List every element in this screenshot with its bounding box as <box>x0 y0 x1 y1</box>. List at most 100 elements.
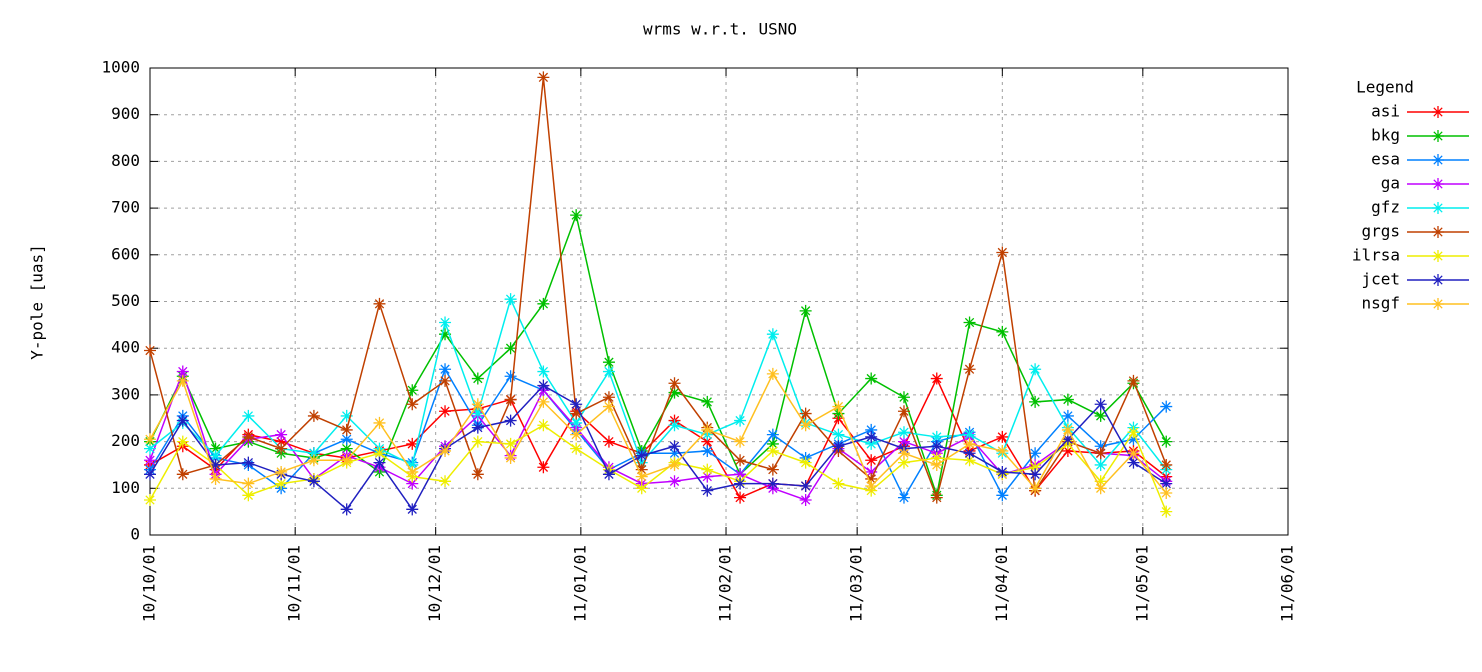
data-point <box>865 479 878 492</box>
data-point <box>242 456 255 469</box>
x-tick-label: 10/10/01 <box>140 545 159 622</box>
data-point <box>668 377 681 390</box>
data-point <box>897 456 910 469</box>
data-point <box>799 419 812 432</box>
data-point <box>504 393 517 406</box>
data-point <box>504 370 517 383</box>
y-tick-label: 300 <box>111 384 140 403</box>
data-point <box>668 447 681 460</box>
data-point <box>1094 482 1107 495</box>
data-point <box>799 456 812 469</box>
data-point <box>897 435 910 448</box>
data-point <box>897 491 910 504</box>
data-point <box>504 293 517 306</box>
data-point <box>766 444 779 457</box>
data-point <box>504 451 517 464</box>
series-line <box>149 296 1167 471</box>
data-point <box>766 477 779 490</box>
data-point <box>1127 426 1140 439</box>
data-point <box>340 409 353 422</box>
data-point <box>701 484 714 497</box>
data-point <box>1061 423 1074 436</box>
data-point <box>701 395 714 408</box>
data-point <box>930 440 943 453</box>
data-point <box>373 297 386 310</box>
series-line <box>149 376 1167 499</box>
data-point <box>1029 395 1042 408</box>
y-tick-label: 200 <box>111 431 140 450</box>
data-point <box>471 435 484 448</box>
data-point <box>176 374 189 387</box>
data-point <box>1094 475 1107 488</box>
data-point <box>275 428 288 441</box>
chart-title: wrms w.r.t. USNO <box>643 20 797 39</box>
data-point <box>570 209 583 222</box>
data-point <box>176 365 189 378</box>
y-tick-label: 800 <box>111 151 140 170</box>
data-point <box>471 468 484 481</box>
y-tick-label: 900 <box>111 104 140 123</box>
legend-marker <box>1432 202 1444 214</box>
data-point <box>635 470 648 483</box>
data-point <box>406 437 419 450</box>
series-line <box>149 212 1167 499</box>
data-point <box>1061 393 1074 406</box>
data-point <box>734 414 747 427</box>
data-point <box>1094 440 1107 453</box>
data-point <box>865 472 878 485</box>
data-point <box>373 447 386 460</box>
plot-border <box>149 67 1289 536</box>
data-point <box>865 454 878 467</box>
data-point <box>930 458 943 471</box>
data-point <box>602 400 615 413</box>
data-point <box>504 437 517 450</box>
data-point <box>307 447 320 460</box>
data-point <box>668 475 681 488</box>
data-point <box>537 461 550 474</box>
data-point <box>307 454 320 467</box>
data-point <box>537 297 550 310</box>
data-point <box>275 465 288 478</box>
data-point <box>1160 400 1173 413</box>
data-point <box>340 503 353 516</box>
data-point <box>602 468 615 481</box>
data-point <box>668 458 681 471</box>
data-point <box>406 384 419 397</box>
data-point <box>1127 447 1140 460</box>
data-point <box>865 465 878 478</box>
x-tick-label: 11/03/01 <box>847 545 866 622</box>
data-point <box>471 407 484 420</box>
data-point <box>1029 468 1042 481</box>
data-point <box>1160 477 1173 490</box>
data-point <box>176 468 189 481</box>
data-point <box>537 71 550 84</box>
data-point <box>439 475 452 488</box>
data-point <box>832 440 845 453</box>
data-point <box>799 479 812 492</box>
data-point <box>963 437 976 450</box>
x-tick-label: 11/06/01 <box>1278 545 1297 622</box>
data-point <box>734 454 747 467</box>
legend-label: ga <box>1381 174 1400 193</box>
legend-marker <box>1432 154 1444 166</box>
y-tick-label: 500 <box>111 291 140 310</box>
x-tick-label: 11/01/01 <box>570 545 589 622</box>
data-point <box>996 489 1009 502</box>
legend-marker <box>1432 178 1444 190</box>
series-line <box>149 367 1167 500</box>
data-point <box>504 414 517 427</box>
data-point <box>406 503 419 516</box>
data-point <box>1061 444 1074 457</box>
data-point <box>504 342 517 355</box>
data-point <box>373 456 386 469</box>
data-point <box>602 356 615 369</box>
data-point <box>144 344 156 357</box>
series-line <box>149 384 1167 511</box>
data-point <box>242 409 255 422</box>
data-point <box>439 405 452 418</box>
data-point <box>570 442 583 455</box>
data-point <box>144 454 156 467</box>
data-point <box>439 444 452 457</box>
data-point <box>701 470 714 483</box>
